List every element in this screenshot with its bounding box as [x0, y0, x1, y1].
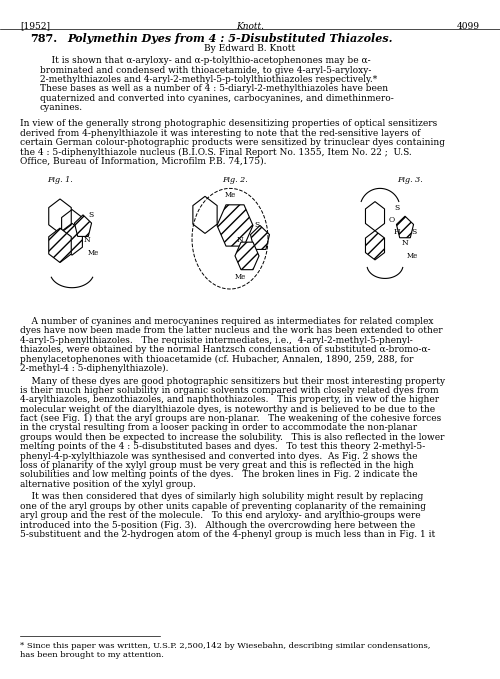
Text: Many of these dyes are good photographic sensitizers but their most interesting : Many of these dyes are good photographic…: [20, 377, 445, 386]
Text: has been brought to my attention.: has been brought to my attention.: [20, 651, 164, 659]
Text: is their much higher solubility in organic solvents compared with closely relate: is their much higher solubility in organ…: [20, 386, 438, 395]
Text: quaternized and converted into cyanines, carbocyanines, and dimethin​mero-: quaternized and converted into cyanines,…: [40, 94, 394, 103]
Text: in the crystal resulting from a looser packing in order to accommodate the non-p: in the crystal resulting from a looser p…: [20, 424, 417, 433]
Text: O: O: [389, 216, 395, 224]
Text: It is shown that α-aryloxy- and α-p-tolylthio-acetophenones may be α-: It is shown that α-aryloxy- and α-p-toly…: [40, 56, 370, 65]
Text: Knott.: Knott.: [236, 22, 264, 31]
Text: molecular weight of the diarylthiazole dyes, is noteworthy and is believed to be: molecular weight of the diarylthiazole d…: [20, 405, 435, 414]
Text: alternative position of the xylyl group.: alternative position of the xylyl group.: [20, 479, 196, 489]
Text: Fig. 1.: Fig. 1.: [47, 176, 73, 184]
Polygon shape: [74, 215, 92, 236]
Text: melting points of the 4 : 5-disubstituted bases and dyes.   To test this theory : melting points of the 4 : 5-disubstitute…: [20, 442, 425, 451]
Text: * Since this paper was written, U.S.P. 2,500,142 by Wiesebahn, describing simila: * Since this paper was written, U.S.P. 2…: [20, 642, 430, 650]
Text: In view of the generally strong photographic desensitizing properties of optical: In view of the generally strong photogra…: [20, 120, 437, 128]
Text: Fig. 3.: Fig. 3.: [397, 176, 423, 184]
Polygon shape: [217, 205, 253, 246]
Text: solubilities and low melting points of the dyes.   The broken lines in Fig. 2 in: solubilities and low melting points of t…: [20, 471, 417, 479]
Text: H: H: [394, 228, 400, 236]
Polygon shape: [48, 228, 72, 263]
Text: dyes have now been made from the latter nucleus and the work has been extended t: dyes have now been made from the latter …: [20, 327, 442, 335]
Text: thiazoles, were obtained by the normal Hantzsch condensation of substituted α-br: thiazoles, were obtained by the normal H…: [20, 345, 430, 354]
Text: [1952]: [1952]: [20, 22, 50, 31]
Text: S: S: [412, 228, 416, 236]
Text: groups would then be expected to increase the solubility.   This is also reflect: groups would then be expected to increas…: [20, 433, 444, 442]
Text: certain German colour-photographic products were sensitized by trinuclear dyes c: certain German colour-photographic produ…: [20, 138, 445, 147]
Polygon shape: [235, 242, 259, 270]
Text: 5-substituent and the 2-hydrogen atom of the 4-phenyl group is much less than in: 5-substituent and the 2-hydrogen atom of…: [20, 530, 435, 539]
Text: cyanines.: cyanines.: [40, 103, 83, 112]
Text: It was then considered that dyes of similarly high solubility might result by re: It was then considered that dyes of simi…: [20, 492, 423, 501]
Text: one of the aryl groups by other units capable of preventing coplanarity of the r: one of the aryl groups by other units ca…: [20, 502, 426, 511]
Text: fact (see Fig. 1) that the aryl groups are non-planar.   The weakening of the co: fact (see Fig. 1) that the aryl groups a…: [20, 414, 442, 423]
Text: By Edward B. Knott: By Edward B. Knott: [204, 44, 296, 53]
Text: Me: Me: [224, 191, 235, 199]
Text: Me: Me: [88, 249, 99, 257]
Text: the 4 : 5-diphenylthiazole nucleus (B.I.O.S. Final Report No. 1355, Item No. 22 : the 4 : 5-diphenylthiazole nucleus (B.I.…: [20, 147, 412, 157]
Polygon shape: [396, 216, 413, 238]
Text: 4-aryl-5-phenylthiazoles.   The requisite intermediates, ​i.e.,​  4-aryl-2-methy: 4-aryl-5-phenylthiazoles. The requisite …: [20, 335, 413, 345]
Text: introduced into the 5-position (Fig. 3).   Although the overcrowding here betwee: introduced into the 5-position (Fig. 3).…: [20, 521, 415, 530]
Text: 4-arylthiazoles, benzothiazoles, and naphthothiazoles.   This property, in view : 4-arylthiazoles, benzothiazoles, and nap…: [20, 395, 439, 404]
Polygon shape: [366, 231, 384, 260]
Text: S: S: [394, 204, 400, 213]
Text: S: S: [254, 221, 260, 230]
Text: Fig. 2.: Fig. 2.: [222, 176, 248, 184]
Text: These bases as well as a number of 4 : 5-diaryl-2-methylthiazoles have been: These bases as well as a number of 4 : 5…: [40, 84, 388, 94]
Text: Me: Me: [234, 273, 246, 281]
Text: Polymethin Dyes from 4 : 5-Disubstituted Thiazoles.: Polymethin Dyes from 4 : 5-Disubstituted…: [68, 33, 393, 44]
Text: Office, Bureau of Information, Microfilm P.B. 74,175).: Office, Bureau of Information, Microfilm…: [20, 157, 266, 166]
Text: N: N: [84, 236, 90, 244]
Text: N: N: [236, 236, 244, 244]
Text: 2-methyl-4 : 5-diphenylthiazole).: 2-methyl-4 : 5-diphenylthiazole).: [20, 364, 169, 373]
Text: Me: Me: [406, 252, 418, 260]
Text: 2-methylthiazoles and 4-aryl-2-methyl-5-p-tolylthiothiazoles respectively.*: 2-methylthiazoles and 4-aryl-2-methyl-5-…: [40, 75, 378, 84]
Text: phenylacetophenones with thioacetamide (cf. Hubacher, ​Annalen​, 1890, ​259​, 28: phenylacetophenones with thioacetamide (…: [20, 354, 413, 363]
Text: N: N: [402, 239, 408, 246]
Text: derived from 4-phenylthiazole it was interesting to note that the red-sensitive : derived from 4-phenylthiazole it was int…: [20, 129, 420, 138]
Text: 4099: 4099: [457, 22, 480, 31]
Text: phenyl-4-​p-xylylthiazole was synthesised and converted into dyes.  As Fig. 2 sh: phenyl-4-​p-xylylthiazole was synthesise…: [20, 452, 417, 460]
Text: loss of planarity of the xylyl group must be very great and this is reflected in: loss of planarity of the xylyl group mus…: [20, 461, 414, 470]
Polygon shape: [62, 223, 82, 255]
Text: 787.: 787.: [30, 33, 57, 44]
Text: A number of cyanines and ​merocyanines required as intermediates for related com: A number of cyanines and ​merocyanines r…: [20, 317, 434, 326]
Text: S: S: [88, 211, 94, 219]
Text: brominated and condensed with thioacetamide, to give 4-aryl-5-aryloxy-: brominated and condensed with thioacetam…: [40, 66, 372, 75]
Polygon shape: [250, 225, 270, 249]
Text: aryl group and the rest of the molecule.   To this end aryloxy- and arylthio-gro: aryl group and the rest of the molecule.…: [20, 511, 420, 520]
